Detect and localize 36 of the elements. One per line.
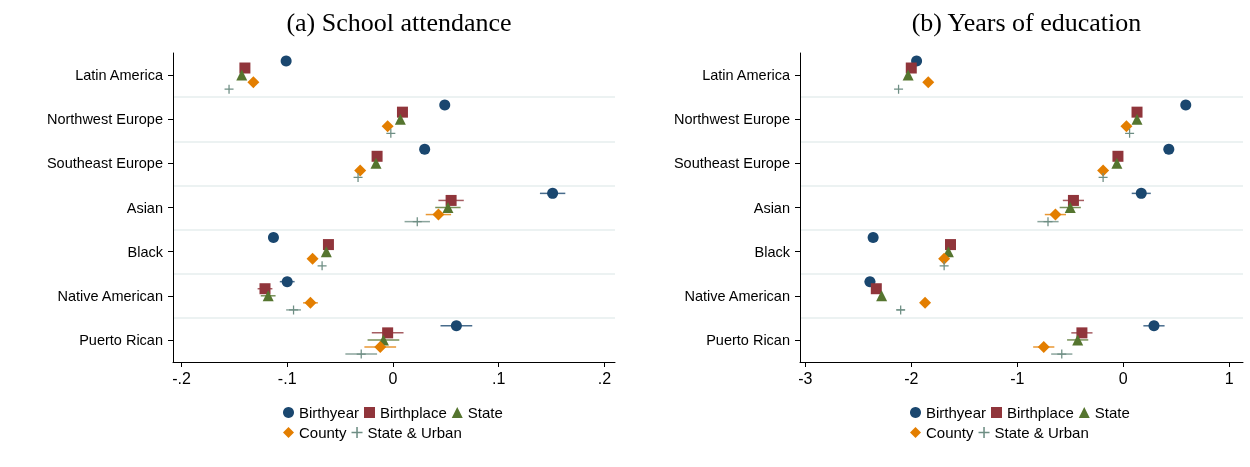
legend-label: State & Urban: [994, 424, 1089, 441]
y-tick-label: Southeast Europe: [46, 155, 163, 172]
y-tick-label: Southeast Europe: [673, 155, 790, 172]
x-tick-label: -2: [904, 369, 919, 387]
x-tick-label: 0: [388, 369, 398, 387]
chart-title: (b) Years of education: [911, 7, 1142, 37]
x-tick-label: -.1: [277, 369, 297, 387]
y-tick-label: Native American: [57, 287, 163, 304]
y-tick-label: Black: [754, 243, 791, 260]
x-tick-label: -3: [798, 369, 813, 387]
legend-label: Birthplace: [380, 404, 447, 421]
y-tick-label: Latin America: [75, 67, 164, 84]
y-tick-label: Puerto Rican: [79, 331, 163, 348]
x-tick-label: -.2: [172, 369, 191, 387]
legend-label: County: [299, 424, 348, 441]
y-tick-label: Asian: [753, 199, 790, 216]
x-tick-label: .2: [597, 369, 612, 387]
legend-label: State & Urban: [367, 424, 462, 441]
y-tick-label: Latin America: [702, 67, 791, 84]
y-tick-label: Northwest Europe: [46, 111, 163, 128]
x-tick-label: 0: [1118, 369, 1128, 387]
y-tick-label: Asian: [126, 199, 163, 216]
legend-label: State: [467, 404, 503, 421]
x-tick-label: 1: [1224, 369, 1234, 387]
legend-label: Birthplace: [1007, 404, 1074, 421]
y-tick-label: Northwest Europe: [673, 111, 790, 128]
y-tick-label: Native American: [684, 287, 790, 304]
chart-title: (a) School attendance: [286, 7, 512, 37]
y-tick-label: Puerto Rican: [706, 331, 790, 348]
y-tick-label: Black: [127, 243, 164, 260]
legend-label: State: [1094, 404, 1130, 421]
legend-label: County: [926, 424, 975, 441]
x-tick-label: .1: [492, 369, 506, 387]
x-tick-label: -1: [1010, 369, 1025, 387]
legend-label: Birthyear: [299, 404, 360, 421]
legend-label: Birthyear: [926, 404, 987, 421]
